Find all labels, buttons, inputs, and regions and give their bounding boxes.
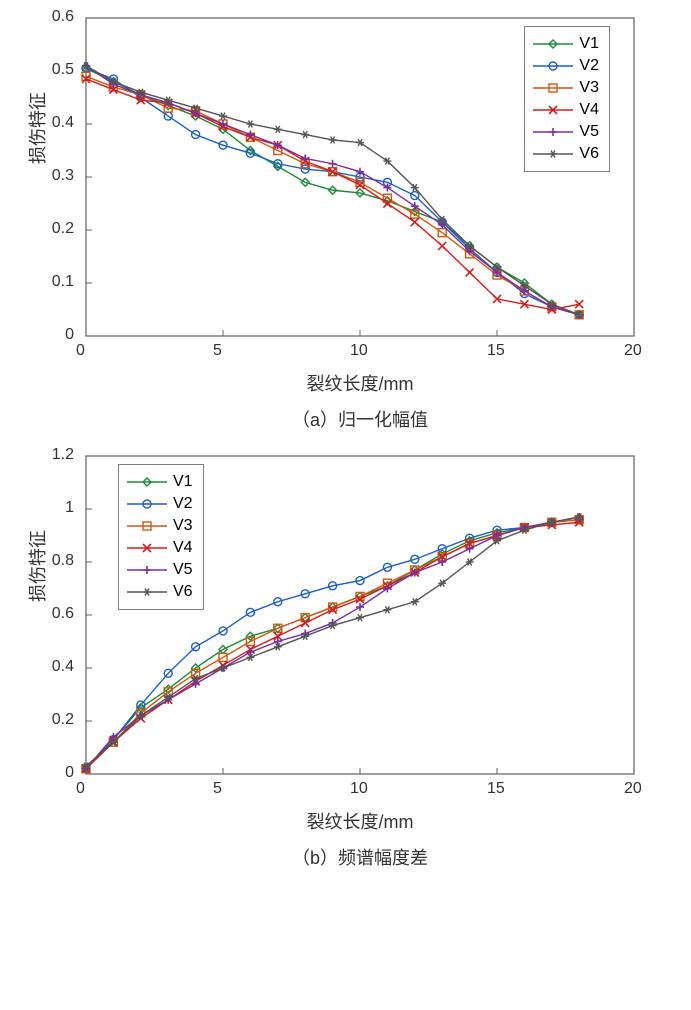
xtick-label: 15	[487, 780, 505, 798]
ytick-label: 0.8	[40, 552, 74, 570]
marker-V5	[329, 160, 337, 168]
legend-item-V6: V6	[533, 143, 599, 165]
marker-V6	[246, 121, 254, 128]
ytick-label: 0.6	[40, 8, 74, 26]
legend-label: V4	[579, 101, 599, 119]
marker-V4	[301, 619, 309, 627]
ytick-label: 0.2	[40, 711, 74, 729]
chart-b-xlabel: 裂纹长度/mm	[80, 808, 640, 834]
ytick-label: 0.2	[40, 220, 74, 238]
ytick-label: 0.5	[40, 61, 74, 79]
series-line-V3	[86, 76, 579, 314]
legend-label: V5	[173, 561, 193, 579]
legend-label: V5	[579, 123, 599, 141]
ytick-label: 0.4	[40, 658, 74, 676]
legend-item-V3: V3	[533, 77, 599, 99]
legend-label: V4	[173, 539, 193, 557]
xtick-label: 0	[76, 780, 85, 798]
legend-label: V1	[173, 473, 193, 491]
ytick-label: 0	[40, 764, 74, 782]
ytick-label: 1	[40, 499, 74, 517]
chart-a-caption: （a）归一化幅值	[80, 406, 640, 432]
legend: V1 V2 V3 V4 V5 V6	[118, 464, 204, 610]
marker-V6	[383, 606, 391, 613]
xtick-label: 10	[350, 780, 368, 798]
legend-label: V3	[579, 79, 599, 97]
ytick-label: 1.2	[40, 446, 74, 464]
marker-V5	[219, 120, 227, 128]
marker-V5	[301, 154, 309, 162]
chart-a-stage: 0510152000.10.20.30.40.50.6V1V2V3V4V5V6	[80, 12, 640, 342]
legend-item-V1: V1	[533, 33, 599, 55]
legend-label: V2	[579, 57, 599, 75]
marker-V6	[356, 614, 364, 621]
chart-b-caption: （b）频谱幅度差	[80, 844, 640, 870]
ytick-label: 0.4	[40, 114, 74, 132]
legend-item-V5: V5	[533, 121, 599, 143]
ytick-label: 0.3	[40, 167, 74, 185]
marker-V6	[274, 126, 282, 133]
marker-V5	[356, 603, 364, 611]
chart-a: 损伤特征 0510152000.10.20.30.40.50.6V1V2V3V4…	[10, 12, 681, 432]
marker-V4	[438, 242, 446, 250]
legend-item-V2: V2	[127, 493, 193, 515]
xtick-label: 5	[213, 780, 222, 798]
xtick-label: 0	[76, 342, 85, 360]
legend-item-V4: V4	[533, 99, 599, 121]
chart-b-stage: 0510152000.20.40.60.811.2V1V2V3V4V5V6	[80, 450, 640, 780]
legend-item-V3: V3	[127, 515, 193, 537]
marker-V6	[329, 136, 337, 143]
marker-V4	[411, 218, 419, 226]
legend-item-V5: V5	[127, 559, 193, 581]
legend-label: V1	[579, 35, 599, 53]
marker-V6	[301, 131, 309, 138]
legend-label: V3	[173, 517, 193, 535]
ytick-label: 0.6	[40, 605, 74, 623]
ytick-label: 0	[40, 326, 74, 344]
xtick-label: 15	[487, 342, 505, 360]
chart-b: 损伤特征 0510152000.20.40.60.811.2V1V2V3V4V5…	[10, 450, 681, 870]
ytick-label: 0.1	[40, 273, 74, 291]
marker-V5	[246, 648, 254, 656]
marker-V6	[219, 113, 227, 120]
legend-label: V6	[579, 145, 599, 163]
xtick-label: 10	[350, 342, 368, 360]
legend-label: V6	[173, 583, 193, 601]
legend-item-V4: V4	[127, 537, 193, 559]
xtick-label: 5	[213, 342, 222, 360]
legend-item-V6: V6	[127, 581, 193, 603]
legend-label: V2	[173, 495, 193, 513]
legend-item-V1: V1	[127, 471, 193, 493]
marker-V5	[411, 202, 419, 210]
marker-V5	[383, 585, 391, 593]
legend: V1 V2 V3 V4 V5 V6	[524, 26, 610, 172]
xtick-label: 20	[624, 342, 642, 360]
legend-item-V2: V2	[533, 55, 599, 77]
chart-a-xlabel: 裂纹长度/mm	[80, 370, 640, 396]
xtick-label: 20	[624, 780, 642, 798]
marker-V4	[466, 268, 474, 276]
